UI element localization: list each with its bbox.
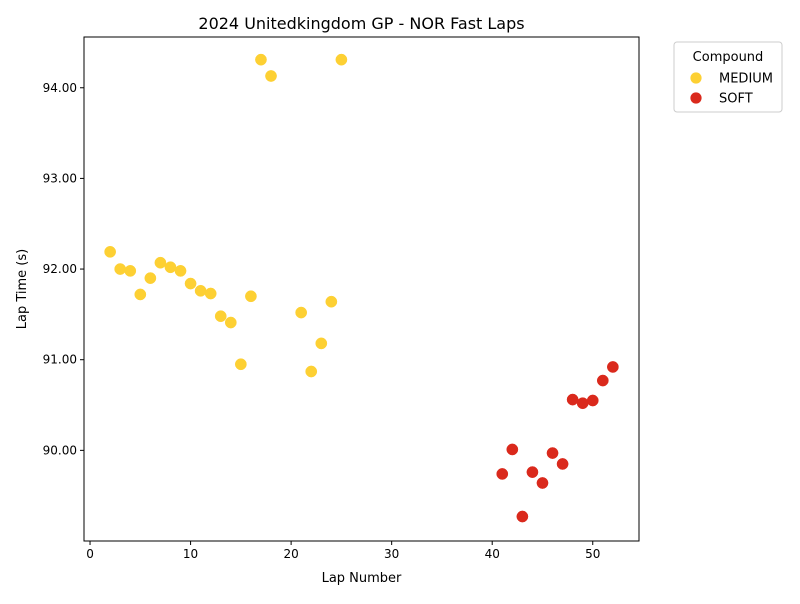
x-tick-label: 0 (86, 547, 94, 561)
x-tick-label: 10 (183, 547, 198, 561)
data-point-medium (114, 263, 127, 275)
data-point-medium (154, 256, 167, 269)
data-point-medium (234, 358, 247, 371)
data-point-soft (526, 466, 539, 478)
data-point-medium (224, 316, 237, 329)
legend-title: Compound (693, 50, 764, 65)
legend: Compound MEDIUM SOFT (673, 41, 783, 113)
x-axis-ticks: 0 10 20 30 40 50 (86, 541, 600, 561)
series-soft (496, 361, 619, 523)
data-point-soft (536, 477, 549, 489)
data-point-medium (214, 310, 227, 323)
x-tick-label: 50 (585, 547, 600, 561)
y-tick-label: 90.00 (43, 443, 77, 457)
y-tick-label: 94.00 (43, 81, 77, 95)
data-point-soft (546, 447, 559, 459)
data-point-medium (164, 261, 177, 274)
data-point-soft (556, 458, 569, 470)
data-point-medium (305, 365, 318, 378)
x-tick-label: 30 (384, 547, 399, 561)
points-layer (104, 53, 619, 523)
y-axis-label: Lap Time (s) (15, 249, 30, 329)
legend-marker-soft (690, 92, 702, 104)
data-point-medium (184, 277, 197, 290)
data-point-soft (596, 374, 609, 387)
x-axis-label: Lap Number (322, 571, 402, 586)
data-point-medium (335, 53, 348, 66)
legend-marker-medium (690, 72, 702, 84)
data-point-medium (124, 265, 137, 277)
data-point-medium (245, 290, 257, 303)
y-tick-label: 92.00 (43, 262, 77, 276)
data-point-medium (174, 265, 187, 277)
data-point-soft (506, 443, 519, 456)
series-medium (104, 53, 348, 378)
legend-frame (673, 41, 783, 113)
data-point-medium (315, 337, 328, 350)
legend-entries: MEDIUM SOFT (690, 72, 773, 107)
data-point-soft (496, 468, 509, 480)
data-point-medium (295, 306, 308, 319)
y-tick-label: 91.00 (43, 353, 77, 367)
chart-title: 2024 Unitedkingdom GP - NOR Fast Laps (198, 14, 524, 33)
data-point-soft (607, 361, 619, 373)
data-point-medium (104, 245, 116, 258)
y-axis-ticks: 90.00 91.00 92.00 93.00 94.00 (43, 81, 84, 457)
y-tick-label: 93.00 (43, 171, 77, 185)
data-point-soft (516, 510, 529, 523)
data-point-soft (576, 397, 589, 410)
data-point-medium (325, 295, 338, 308)
data-point-medium (194, 284, 207, 297)
data-point-soft (586, 394, 599, 407)
data-point-medium (134, 288, 147, 301)
data-point-soft (566, 393, 579, 406)
data-point-medium (144, 272, 157, 284)
plot-area-frame (83, 36, 640, 542)
x-tick-label: 20 (283, 547, 298, 561)
data-point-medium (204, 287, 217, 300)
data-point-medium (265, 70, 277, 82)
x-tick-label: 40 (485, 547, 500, 561)
data-point-medium (255, 53, 267, 66)
legend-label-soft: SOFT (719, 92, 753, 107)
legend-label-medium: MEDIUM (719, 72, 773, 87)
